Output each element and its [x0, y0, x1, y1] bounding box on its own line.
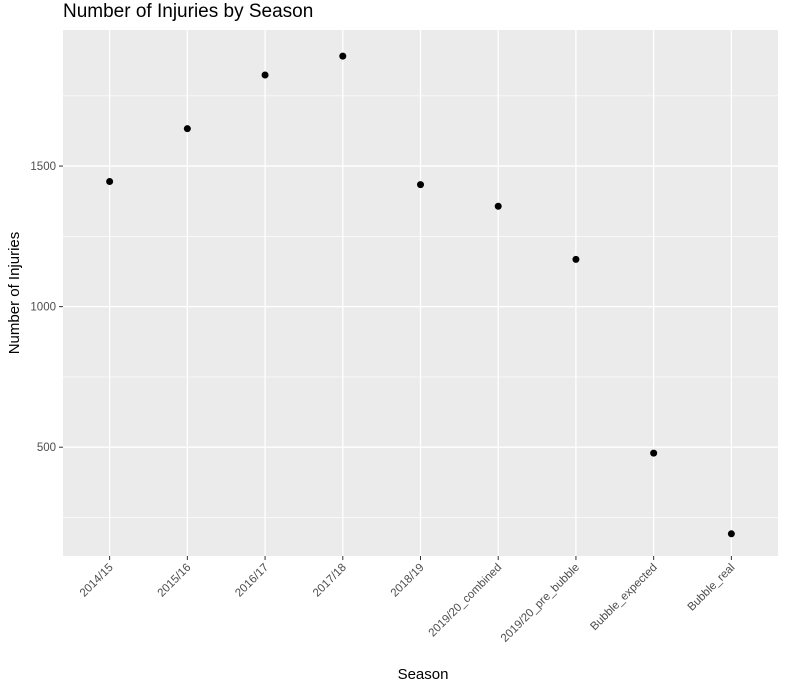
x-tick-label: 2018/19: [389, 562, 427, 600]
data-point: [650, 449, 658, 457]
data-point: [727, 530, 735, 538]
y-axis: 500 1000 1500: [30, 161, 63, 454]
data-point: [261, 71, 269, 79]
x-tick-label: Bubble_real: [686, 562, 738, 614]
x-axis: 2014/15 2015/16 2016/17 2017/18 2018/19 2019/…: [78, 556, 738, 645]
x-tick-label: 2017/18: [311, 562, 349, 600]
x-tick-label: 2015/16: [156, 562, 194, 600]
major-gridlines: [63, 30, 778, 556]
chart-title: Number of Injuries by Season: [63, 1, 313, 22]
y-tick-label: 500: [37, 442, 56, 454]
x-tick-label: 2016/17: [233, 562, 271, 600]
x-tick-label: 2019/20_pre_bubble: [499, 562, 582, 645]
data-point: [417, 181, 424, 189]
x-tick-label: 2019/20_combined: [427, 562, 505, 640]
data-point: [494, 202, 502, 210]
x-tick-label: Bubble_expected: [588, 562, 659, 633]
data-point: [572, 255, 580, 263]
data-point: [339, 52, 347, 60]
data-point: [183, 125, 191, 133]
x-tick-label: 2014/15: [78, 562, 116, 600]
y-axis-title: Number of Injuries: [6, 232, 23, 355]
y-tick-label: 1000: [30, 302, 56, 314]
y-tick-label: 1500: [30, 161, 56, 173]
data-points: [106, 52, 735, 538]
x-axis-title: Season: [398, 666, 449, 683]
data-point: [106, 178, 114, 186]
